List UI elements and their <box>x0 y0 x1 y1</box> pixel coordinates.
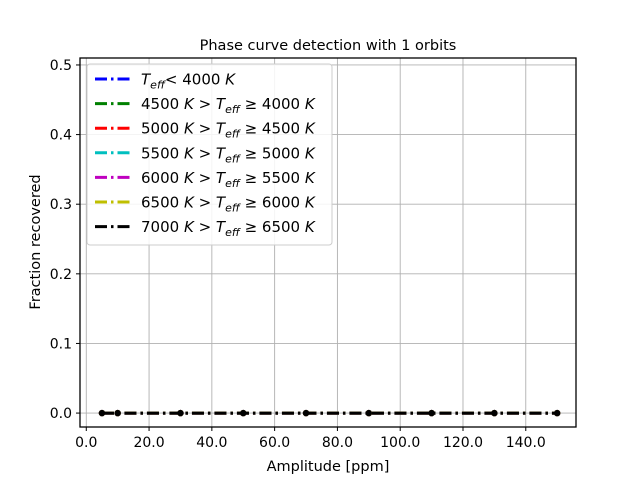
x-tick-label: 140.0 <box>506 435 546 451</box>
legend-text: < 4000 <box>165 71 221 89</box>
legend-label-2: 4500 K > Teff ≥ 4000 K <box>141 95 316 116</box>
data-point-s7-1 <box>98 409 106 417</box>
legend-text: ≥ 6000 <box>240 194 300 212</box>
y-axis-label: Fraction recovered <box>28 174 44 309</box>
y-tick-label: 0.4 <box>50 128 72 144</box>
series-group <box>98 409 561 417</box>
legend-unit: K <box>300 218 316 236</box>
legend-text: > <box>194 120 216 138</box>
axes-frame <box>79 57 577 428</box>
legend-unit: K <box>179 95 195 113</box>
legend-unit: K <box>300 95 316 113</box>
legend-text: ≥ 5500 <box>240 169 300 187</box>
data-point-s7-5 <box>302 409 310 417</box>
y-tick-label: 0.2 <box>50 267 72 283</box>
legend-text: > <box>194 218 216 236</box>
x-tick-label: 0.0 <box>75 435 97 451</box>
legend-text: > <box>194 194 216 212</box>
y-tick-label: 0.3 <box>50 197 72 213</box>
data-point-s7-8 <box>491 409 498 417</box>
legend-unit: K <box>220 71 236 89</box>
y-tick-label: 0.0 <box>50 406 72 422</box>
legend-unit: K <box>179 144 195 162</box>
chart-title: Phase curve detection with 1 orbits <box>200 38 457 54</box>
legend-label-1: Teff< 4000 K <box>141 71 236 92</box>
legend-text: ≥ 4500 <box>240 120 300 138</box>
legend-text: > <box>194 169 216 187</box>
legend-text: 6500 <box>141 194 179 212</box>
legend-teff-subscript: eff <box>225 128 241 141</box>
legend-teff-symbol: T <box>216 95 227 113</box>
legend-text: > <box>194 144 216 162</box>
data-point-s7-7 <box>428 409 435 417</box>
x-tick-label: 60.0 <box>259 435 290 451</box>
legend-label-4: 5500 K > Teff ≥ 5000 K <box>141 144 316 165</box>
legend-label-5: 6000 K > Teff ≥ 5500 K <box>141 169 316 190</box>
x-tick-label: 40.0 <box>196 435 227 451</box>
legend-text: > <box>194 95 216 113</box>
legend-text: ≥ 5000 <box>240 144 300 162</box>
legend-frame <box>86 63 333 246</box>
legend-teff-subscript: eff <box>225 202 241 215</box>
legend-unit: K <box>300 120 316 138</box>
x-tick-label: 80.0 <box>322 435 353 451</box>
legend-label-7: 7000 K > Teff ≥ 6500 K <box>141 218 316 239</box>
legend-text: 5000 <box>141 120 179 138</box>
legend-unit: K <box>179 194 195 212</box>
legend-teff-subscript: eff <box>225 226 241 239</box>
legend-unit: K <box>179 169 195 187</box>
legend-teff-symbol: T <box>216 120 227 138</box>
legend-label-3: 5000 K > Teff ≥ 4500 K <box>141 120 316 141</box>
legend-text: ≥ 6500 <box>240 218 300 236</box>
x-tick-label: 20.0 <box>133 435 164 451</box>
legend-text: 6000 <box>141 169 179 187</box>
x-axis-label: Amplitude [ppm] <box>267 459 390 475</box>
legend-text: ≥ 4000 <box>240 95 300 113</box>
legend-teff-subscript: eff <box>150 79 166 92</box>
legend-teff-symbol: T <box>216 218 227 236</box>
legend-text: 4500 <box>141 95 179 113</box>
axis-ticks: 0.0 20.0 40.0 60.0 80.0 100.0 120.0 140.0 0.0 0.1… <box>50 58 546 451</box>
x-tick-label: 120.0 <box>443 435 483 451</box>
legend-unit: K <box>179 218 195 236</box>
y-tick-label: 0.5 <box>50 58 72 74</box>
legend-unit: K <box>300 169 316 187</box>
legend-teff-symbol: T <box>216 144 227 162</box>
x-tick-label: 100.0 <box>380 435 420 451</box>
data-point-s7-3 <box>177 409 184 417</box>
legend-teff-subscript: eff <box>225 152 241 165</box>
legend-unit: K <box>300 144 316 162</box>
legend-teff-symbol: T <box>141 71 152 89</box>
y-tick-label: 0.1 <box>50 336 72 352</box>
legend-unit: K <box>300 194 316 212</box>
legend-teff-symbol: T <box>216 169 227 187</box>
data-point-s7-9 <box>553 409 561 417</box>
legend-text: 5500 <box>141 144 179 162</box>
legend-label-6: 6500 K > Teff ≥ 6000 K <box>141 194 316 215</box>
legend-teff-subscript: eff <box>225 177 241 190</box>
legend-teff-symbol: T <box>216 194 227 212</box>
data-point-s7-4 <box>240 409 247 417</box>
data-point-s7-2 <box>114 409 121 417</box>
legend-teff-subscript: eff <box>225 103 241 116</box>
legend-text: 7000 <box>141 218 179 236</box>
legend-unit: K <box>179 120 195 138</box>
data-point-s7-6 <box>365 409 373 417</box>
